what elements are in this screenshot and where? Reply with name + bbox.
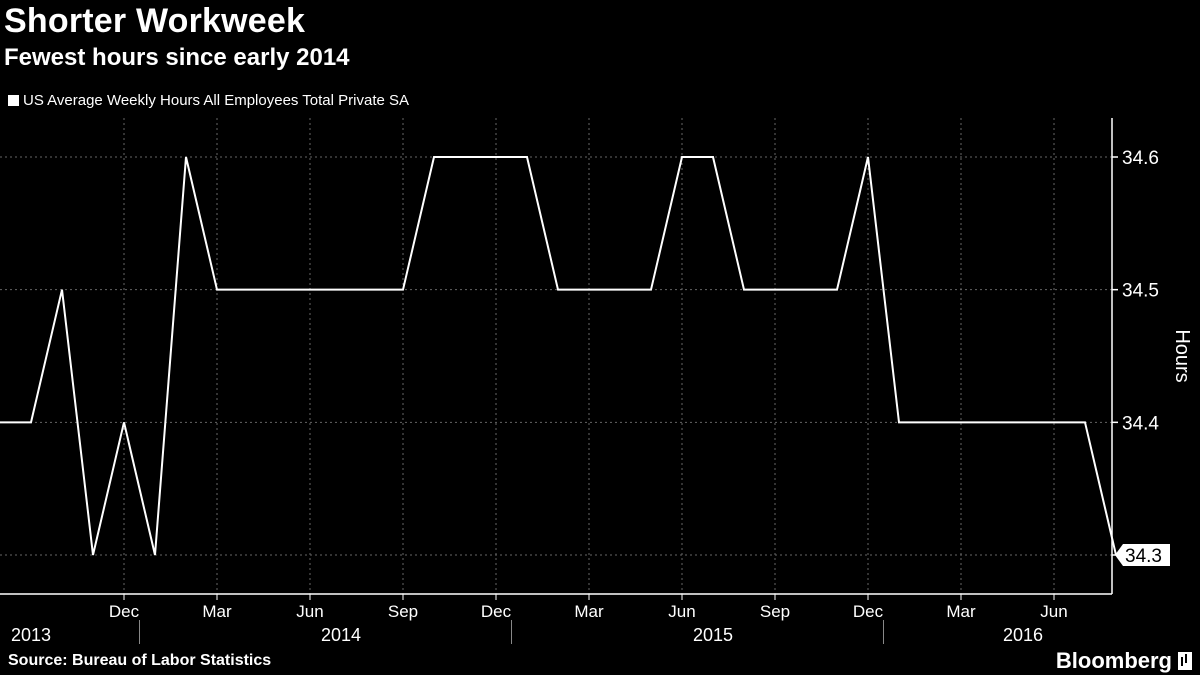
bloomberg-icon bbox=[1178, 652, 1192, 670]
chart-subtitle: Fewest hours since early 2014 bbox=[4, 44, 350, 71]
x-tick-label: Dec bbox=[853, 602, 884, 621]
y-axis-title: Hours bbox=[1171, 329, 1193, 382]
last-value-label: 34.3 bbox=[1125, 546, 1162, 567]
x-tick-label: Sep bbox=[388, 602, 418, 621]
x-tick-label: Jun bbox=[1040, 602, 1067, 621]
legend-label: US Average Weekly Hours All Employees To… bbox=[23, 92, 410, 109]
series-line bbox=[0, 156, 1117, 556]
x-tick-label: Dec bbox=[109, 602, 140, 621]
x-year-label: 2014 bbox=[321, 625, 361, 645]
x-tick-label: Jun bbox=[296, 602, 323, 621]
y-tick-label: 34.5 bbox=[1122, 281, 1159, 302]
x-tick-label: Jun bbox=[668, 602, 695, 621]
x-year-label: 2013 bbox=[11, 625, 51, 645]
brand-logo: Bloomberg bbox=[1056, 648, 1192, 674]
x-year-label: 2015 bbox=[693, 625, 733, 645]
x-tick-label: Mar bbox=[202, 602, 232, 621]
x-year-label: 2016 bbox=[1003, 625, 1043, 645]
x-tick-label: Mar bbox=[574, 602, 604, 621]
x-tick-label: Dec bbox=[481, 602, 512, 621]
y-tick-label: 34.6 bbox=[1122, 148, 1159, 169]
last-value-badge bbox=[1115, 544, 1170, 566]
source-note: Source: Bureau of Labor Statistics bbox=[8, 652, 272, 669]
chart-title: Shorter Workweek bbox=[4, 2, 306, 40]
legend-swatch bbox=[8, 95, 19, 106]
y-tick-label: 34.4 bbox=[1122, 413, 1159, 434]
brand-name: Bloomberg bbox=[1055, 648, 1172, 673]
x-tick-label: Mar bbox=[946, 602, 976, 621]
chart-legend: US Average Weekly Hours All Employees To… bbox=[8, 92, 409, 109]
x-tick-label: Sep bbox=[760, 602, 790, 621]
